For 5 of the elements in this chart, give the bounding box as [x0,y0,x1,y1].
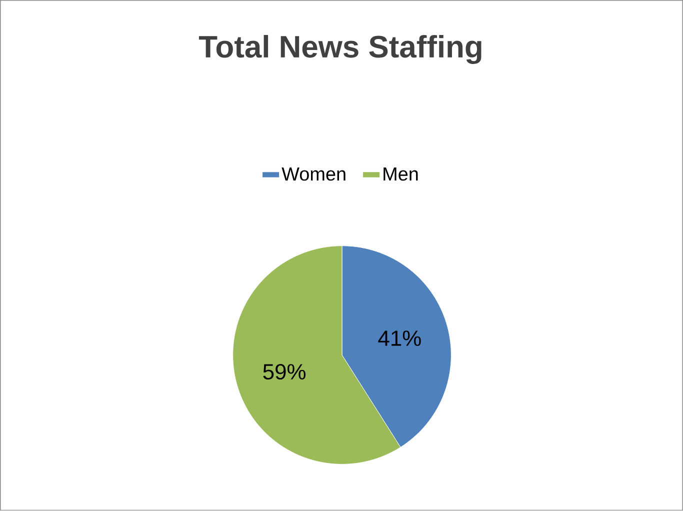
data-label: 41% [378,330,421,346]
legend-label: Men [384,168,418,181]
chart-title: Total News Staffing [198,35,482,64]
legend-label: Women [282,168,346,181]
data-label: 59% [263,364,306,380]
